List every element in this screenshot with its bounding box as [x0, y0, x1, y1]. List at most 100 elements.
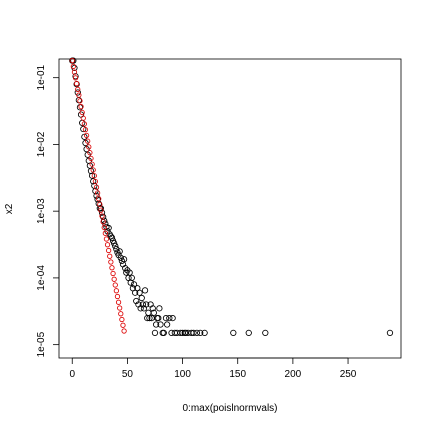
data-point	[74, 89, 81, 96]
data-point	[138, 294, 145, 302]
data-point	[262, 329, 269, 337]
series-fitted	[69, 58, 127, 334]
fitted-point	[98, 207, 104, 213]
data-point	[88, 172, 96, 179]
data-point	[149, 305, 156, 312]
data-point	[193, 329, 201, 337]
data-point	[128, 274, 135, 282]
y-axis-title: x2	[4, 203, 15, 214]
data-point	[162, 314, 170, 322]
fitted-point	[113, 288, 119, 294]
fitted-point	[75, 86, 81, 93]
fitted-point	[109, 265, 115, 271]
data-point	[169, 314, 176, 322]
fitted-point	[121, 328, 127, 334]
fitted-point	[72, 75, 79, 81]
y-tick-label: 1e-01	[36, 64, 47, 90]
fitted-point	[74, 81, 80, 87]
data-point	[245, 329, 252, 337]
x-tick-label: 250	[340, 369, 357, 380]
plot-frame	[58, 58, 402, 359]
data-point	[108, 234, 116, 241]
fitted-point	[85, 138, 91, 144]
fitted-point	[86, 144, 92, 150]
fitted-point	[111, 276, 117, 282]
fitted-point	[108, 259, 114, 265]
fitted-point	[114, 293, 121, 300]
data-point	[98, 209, 106, 216]
fitted-point	[89, 161, 95, 167]
data-point	[97, 205, 105, 212]
data-point	[145, 309, 152, 316]
data-point	[157, 321, 164, 328]
data-point	[156, 305, 163, 312]
x-tick-label: 200	[285, 369, 302, 380]
data-point	[127, 279, 134, 286]
y-axis: 1e-05 1e-04 1e-03 1e-02 1e-01	[36, 64, 60, 357]
x-axis: 0 50 100 150 200 250	[69, 357, 357, 380]
data-point	[111, 240, 118, 247]
data-point	[80, 125, 87, 133]
data-point	[76, 104, 84, 111]
data-point	[120, 256, 128, 263]
data-point	[150, 309, 158, 316]
data-point	[87, 167, 95, 175]
fitted-point	[77, 98, 83, 104]
data-point	[143, 301, 150, 308]
data-point	[160, 329, 167, 337]
fitted-point	[76, 92, 82, 98]
data-point	[197, 329, 204, 337]
y-tick-label: 1e-05	[36, 331, 47, 357]
fitted-point	[97, 201, 103, 208]
data-point	[166, 314, 173, 322]
data-point	[133, 297, 140, 305]
x-tick-label: 100	[174, 369, 191, 380]
data-point	[126, 269, 133, 276]
data-point	[75, 97, 82, 104]
data-point	[117, 254, 124, 261]
fitted-point	[120, 322, 126, 328]
fitted-point	[93, 184, 100, 190]
data-point	[70, 57, 77, 64]
data-point	[230, 329, 237, 337]
fitted-point	[115, 299, 122, 305]
fitted-point	[94, 190, 101, 196]
fitted-point	[106, 247, 112, 254]
fitted-point	[88, 155, 94, 162]
data-point	[163, 321, 171, 328]
data-point	[151, 329, 159, 337]
data-point	[155, 314, 162, 322]
data-point	[136, 289, 143, 296]
fitted-point	[117, 305, 123, 311]
fitted-point	[90, 167, 96, 173]
fitted-point	[101, 224, 107, 231]
y-tick-label: 1e-03	[36, 198, 47, 224]
y-tick-label: 1e-04	[36, 265, 47, 291]
fitted-point	[110, 270, 116, 277]
fitted-point	[79, 109, 85, 116]
fitted-point	[112, 282, 118, 288]
fitted-point	[78, 104, 84, 110]
x-tick-label: 50	[122, 369, 134, 380]
fitted-point	[70, 63, 76, 70]
data-point	[116, 248, 123, 255]
data-point	[152, 321, 160, 328]
data-point	[105, 224, 112, 232]
fitted-point	[104, 242, 111, 248]
data-point	[112, 242, 119, 250]
x-tick-label: 150	[229, 369, 246, 380]
data-point	[201, 329, 208, 337]
series-observed	[69, 57, 394, 337]
fitted-point	[118, 311, 124, 317]
fitted-point	[99, 213, 105, 219]
fitted-point	[80, 115, 86, 121]
fitted-point	[107, 253, 113, 259]
fitted-point	[96, 196, 102, 202]
data-point	[122, 265, 129, 272]
fitted-point	[87, 150, 93, 156]
fitted-point	[119, 316, 125, 323]
fitted-point	[69, 58, 75, 64]
fitted-point	[91, 173, 97, 179]
